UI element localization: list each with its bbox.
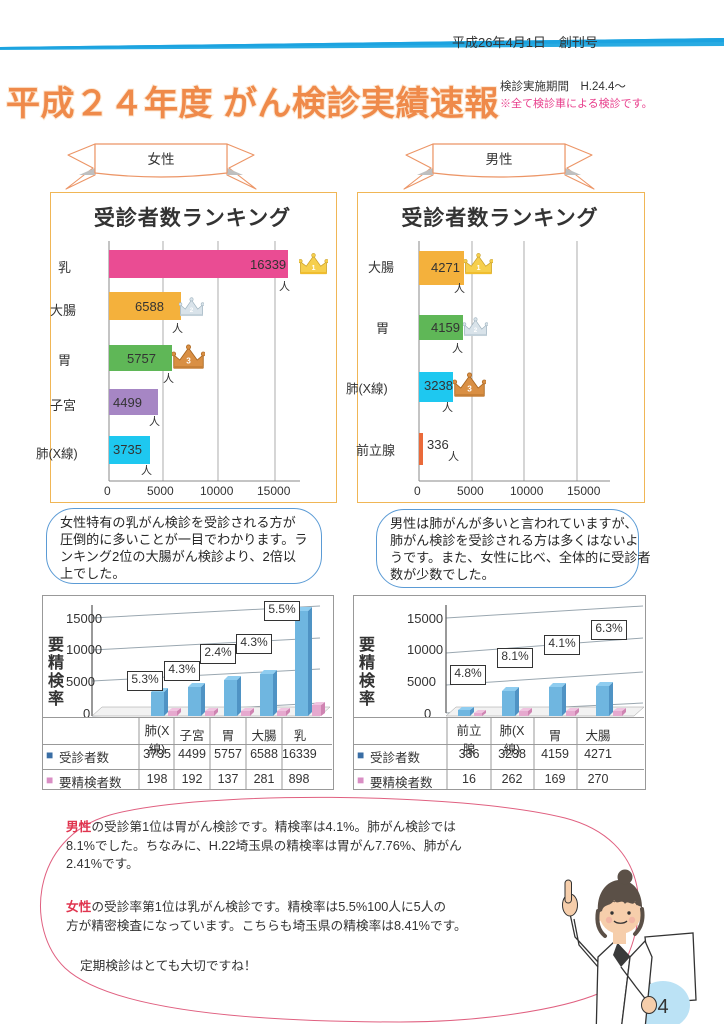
- svg-text:4: 4: [657, 996, 668, 1018]
